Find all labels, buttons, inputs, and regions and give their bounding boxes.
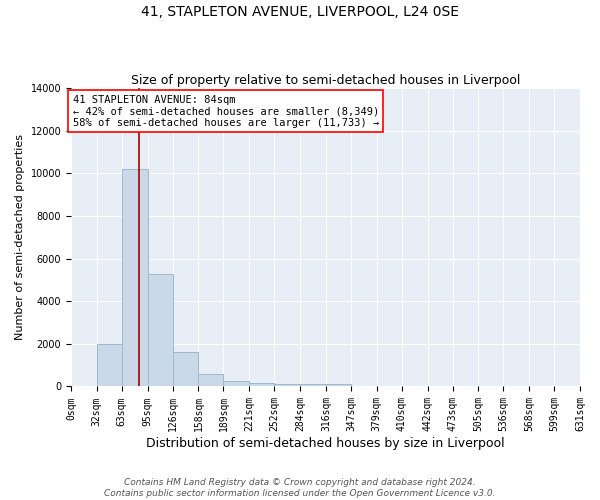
Bar (223, 381, 249, 386)
Text: 41 STAPLETON AVENUE: 84sqm
← 42% of semi-detached houses are smaller (8,349)
58%: 41 STAPLETON AVENUE: 84sqm ← 42% of semi… (73, 94, 379, 128)
Title: Size of property relative to semi-detached houses in Liverpool: Size of property relative to semi-detach… (131, 74, 520, 87)
Bar (274, 384, 300, 386)
X-axis label: Distribution of semi-detached houses by size in Liverpool: Distribution of semi-detached houses by … (146, 437, 505, 450)
Bar (148, 274, 173, 386)
Y-axis label: Number of semi-detached properties: Number of semi-detached properties (15, 134, 25, 340)
Text: Contains HM Land Registry data © Crown copyright and database right 2024.
Contai: Contains HM Land Registry data © Crown c… (104, 478, 496, 498)
Bar (122, 169, 148, 386)
Text: 41, STAPLETON AVENUE, LIVERPOOL, L24 0SE: 41, STAPLETON AVENUE, LIVERPOOL, L24 0SE (141, 5, 459, 19)
Bar (300, 384, 326, 386)
Bar (326, 384, 351, 386)
Bar (97, 344, 122, 387)
Bar (249, 384, 274, 386)
Bar (173, 352, 199, 386)
Bar (199, 374, 223, 386)
